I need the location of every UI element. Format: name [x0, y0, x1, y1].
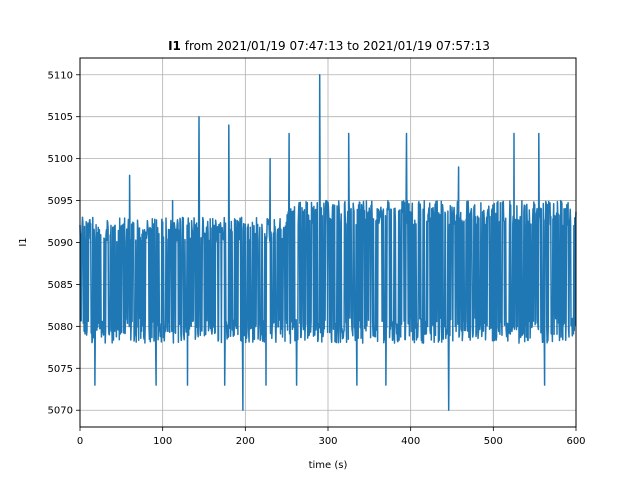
x-axis-label: time (s) — [309, 460, 348, 471]
y-tick-label: 5090 — [48, 238, 73, 249]
series-line — [79, 74, 577, 411]
x-tick-label: 600 — [566, 436, 585, 447]
y-tick-label: 5075 — [48, 364, 73, 375]
y-tick-label: 5080 — [48, 322, 73, 333]
chart-title: I1 from 2021/01/19 07:47:13 to 2021/01/1… — [168, 39, 490, 53]
data-layer — [79, 74, 577, 411]
chart-title-bold: I1 — [168, 39, 181, 53]
y-tick-label: 5070 — [48, 406, 73, 417]
x-tick-label: 200 — [236, 436, 255, 447]
y-tick-label: 5110 — [48, 70, 73, 81]
x-tick-label: 100 — [153, 436, 172, 447]
chart-title-rest: from 2021/01/19 07:47:13 to 2021/01/19 0… — [181, 39, 490, 53]
x-tick-label: 0 — [77, 436, 83, 447]
y-tick-label: 5085 — [48, 280, 73, 291]
x-tick-label: 400 — [401, 436, 420, 447]
y-tick-label: 5105 — [48, 112, 73, 123]
x-tick-label: 500 — [484, 436, 503, 447]
y-axis-label: I1 — [18, 237, 29, 246]
tick-layer: 0 100 200 300 400 500 600 5070 5075 5080 5085 5090 5… — [48, 70, 586, 447]
x-tick-label: 300 — [318, 436, 337, 447]
y-tick-label: 5095 — [48, 196, 73, 207]
y-tick-label: 5100 — [48, 154, 73, 165]
